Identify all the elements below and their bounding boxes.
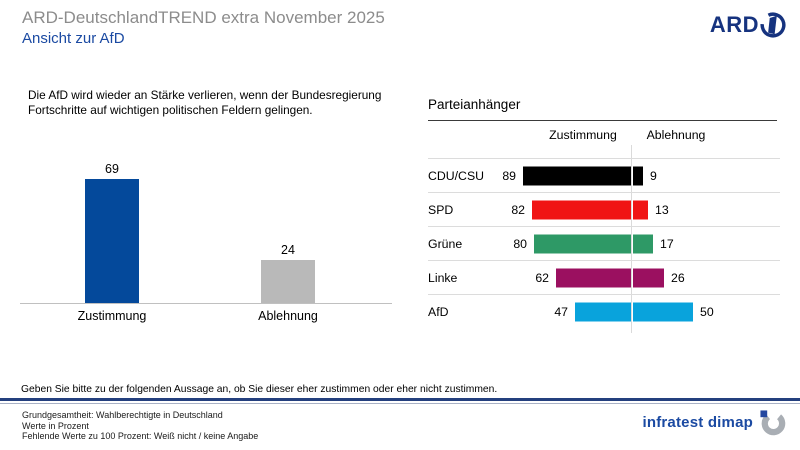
zustimmung-value-linke: 62 bbox=[535, 270, 549, 285]
party-label-cducsu: CDU/CSU bbox=[428, 168, 485, 183]
zustimmung-bar-linke bbox=[556, 268, 631, 287]
party-row-cducsu: CDU/CSU 89 9 bbox=[428, 158, 780, 192]
party-row-linke: Linke 62 26 bbox=[428, 260, 780, 294]
bar-category-zustimmung: Zustimmung bbox=[77, 309, 147, 323]
methodology-notes: Grundgesamtheit: Wahlberechtigte in Deut… bbox=[22, 410, 258, 442]
footnote-line: Grundgesamtheit: Wahlberechtigte in Deut… bbox=[22, 410, 223, 420]
zustimmung-bar-cducsu bbox=[523, 166, 631, 185]
ablehnung-value-afd: 50 bbox=[700, 304, 714, 319]
zustimmung-value-grne: 80 bbox=[513, 236, 527, 251]
footnote-line: Fehlende Werte zu 100 Prozent: Weiß nich… bbox=[22, 431, 259, 441]
party-row-spd: SPD 82 13 bbox=[428, 192, 780, 226]
column-header-zustimmung: Zustimmung bbox=[549, 128, 617, 142]
party-row-afd: AfD 47 50 bbox=[428, 294, 780, 328]
bar-ablehnung bbox=[261, 260, 315, 303]
party-row-grne: Grüne 80 17 bbox=[428, 226, 780, 260]
bar-category-ablehnung: Ablehnung bbox=[258, 309, 318, 323]
zustimmung-value-afd: 47 bbox=[554, 304, 568, 319]
ablehnung-value-linke: 26 bbox=[671, 270, 685, 285]
infratest-dimap-icon bbox=[760, 410, 786, 436]
divider-line bbox=[631, 145, 632, 333]
party-label-spd: SPD bbox=[428, 202, 454, 217]
ablehnung-bar-afd bbox=[633, 302, 693, 321]
page-title: ARD-DeutschlandTREND extra November 2025 bbox=[22, 8, 385, 27]
bar-value-ablehnung: 24 bbox=[281, 243, 295, 257]
ard-logo: ARD bbox=[710, 12, 786, 38]
zustimmung-bar-grne bbox=[534, 234, 631, 253]
separator-line-gray bbox=[0, 403, 800, 404]
separator-line-navy bbox=[0, 398, 800, 401]
panel-underline bbox=[428, 120, 777, 121]
zustimmung-bar-afd bbox=[575, 302, 631, 321]
footnote-line: Werte in Prozent bbox=[22, 420, 89, 431]
ablehnung-bar-spd bbox=[633, 200, 648, 219]
ard-logo-text: ARD bbox=[709, 12, 759, 37]
statement-text: Die AfD wird wieder an Stärke verlieren,… bbox=[28, 88, 382, 117]
ard-one-icon bbox=[760, 12, 786, 38]
chart-baseline bbox=[20, 303, 392, 304]
column-header-ablehnung: Ablehnung bbox=[646, 128, 706, 142]
party-breakdown-panel: Parteianhänger Zustimmung Ablehnung CDU/… bbox=[428, 95, 780, 345]
ablehnung-value-cducsu: 9 bbox=[650, 168, 657, 183]
party-label-afd: AfD bbox=[428, 304, 449, 319]
zustimmung-value-cducsu: 89 bbox=[502, 168, 516, 183]
party-label-linke: Linke bbox=[428, 270, 458, 285]
agreement-bar-chart: 69 Zustimmung 24 Ablehnung bbox=[20, 140, 392, 330]
ablehnung-bar-grne bbox=[633, 234, 653, 253]
bar-zustimmung bbox=[85, 179, 139, 303]
infratest-dimap-text: infratest dimap bbox=[642, 414, 753, 431]
ablehnung-value-spd: 13 bbox=[655, 202, 669, 217]
panel-title: Parteianhänger bbox=[428, 97, 521, 112]
zustimmung-bar-spd bbox=[532, 200, 631, 219]
ablehnung-bar-linke bbox=[633, 268, 664, 287]
bar-value-zustimmung: 69 bbox=[105, 162, 119, 176]
ablehnung-bar-cducsu bbox=[633, 166, 643, 185]
zustimmung-value-spd: 82 bbox=[511, 202, 525, 217]
party-rows: CDU/CSU 89 9 SPD 82 13 Grüne 80 17 Linke 62 26 AfD 47… bbox=[428, 158, 780, 328]
survey-question: Geben Sie bitte zu der folgenden Aussage… bbox=[21, 384, 498, 395]
page-subtitle: Ansicht zur AfD bbox=[22, 30, 125, 47]
ablehnung-value-grne: 17 bbox=[660, 236, 674, 251]
party-label-grne: Grüne bbox=[428, 236, 463, 251]
infratest-dimap-logo: infratest dimap bbox=[642, 409, 786, 436]
